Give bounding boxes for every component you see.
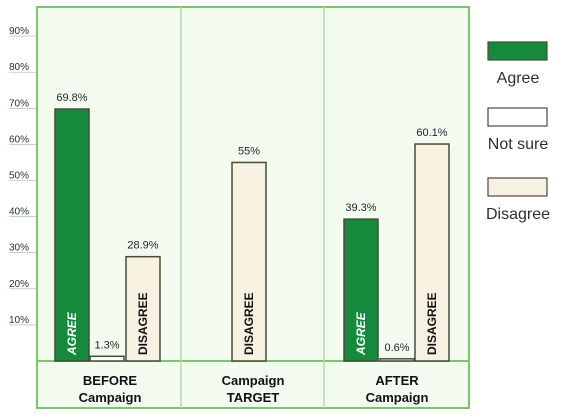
category-label: BEFORE (83, 373, 138, 388)
y-tick-label: 20% (9, 279, 29, 290)
legend-swatch (487, 41, 548, 61)
legend: Agree Not sure Disagree (486, 41, 550, 223)
y-tick-label: 10% (9, 315, 29, 326)
y-tick-label: 60% (9, 134, 29, 145)
bar-text: DISAGREE (136, 292, 150, 355)
y-tick-label: 70% (9, 98, 29, 109)
bar-agree (343, 218, 379, 362)
y-tick-label: 90% (9, 26, 29, 37)
legend-label: Disagree (486, 206, 550, 223)
bar-disagree (231, 161, 267, 362)
bar-disagree (414, 143, 450, 362)
legend-swatch (487, 107, 548, 127)
data-label: 69.8% (56, 92, 87, 104)
category-label: TARGET (227, 390, 280, 405)
bar-text: AGREE (354, 311, 368, 356)
category-label: Campaign (366, 390, 429, 405)
bar-text: DISAGREE (425, 292, 439, 355)
bar-agree (54, 108, 90, 362)
category-label: Campaign (222, 373, 285, 388)
data-label: 28.9% (127, 240, 158, 252)
y-tick-label: 30% (9, 243, 29, 254)
data-label: 55% (238, 145, 260, 157)
y-tick-label: 80% (9, 62, 29, 73)
data-label: 60.1% (416, 127, 447, 139)
category-label: AFTER (375, 373, 419, 388)
bar-text: DISAGREE (242, 292, 256, 355)
legend-label: Agree (497, 70, 540, 87)
legend-label: Not sure (488, 136, 549, 153)
y-tick-label: 50% (9, 171, 29, 182)
bar-not-sure (89, 355, 125, 362)
bar-not-sure (379, 358, 415, 362)
legend-swatch (487, 177, 548, 197)
data-label: 1.3% (94, 339, 119, 351)
data-label: 0.6% (384, 342, 409, 354)
bar-text: AGREE (65, 311, 79, 356)
bar-disagree (125, 255, 161, 362)
data-label: 39.3% (345, 202, 376, 214)
y-tick-label: 40% (9, 207, 29, 218)
category-label: Campaign (79, 390, 142, 405)
